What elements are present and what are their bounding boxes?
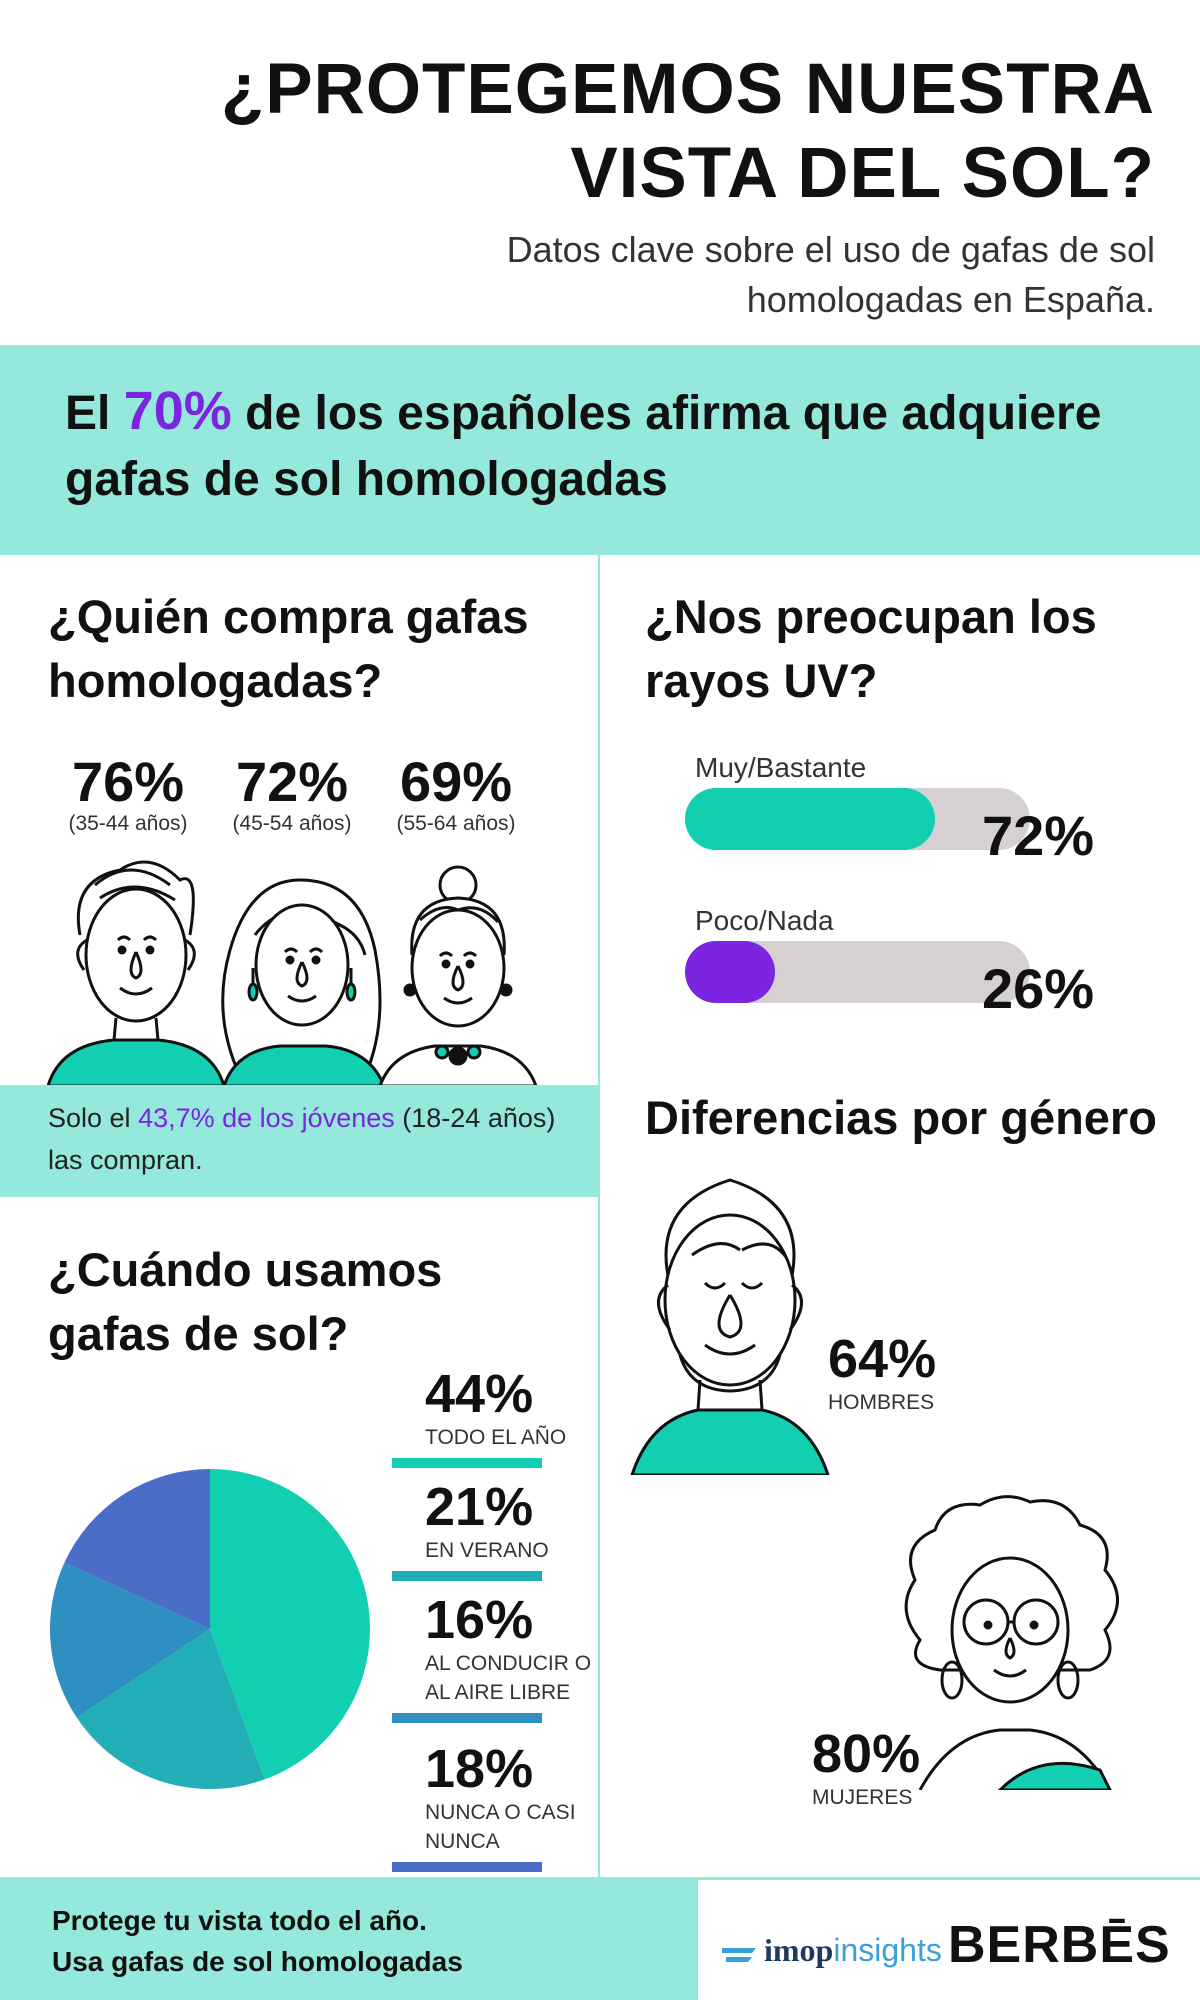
uv-heading-line-1: ¿Nos preocupan los: [645, 590, 1097, 643]
youth-stat-age: (18-24 años): [402, 1103, 556, 1133]
when-heading-line-1: ¿Cuándo usamos: [48, 1243, 443, 1296]
uv-heading: ¿Nos preocupan los rayos UV?: [645, 585, 1185, 713]
page-title: ¿PROTEGEMOS NUESTRA VISTA DEL SOL?: [155, 48, 1155, 216]
women-stat: 80% MUJERES: [812, 1725, 920, 1812]
pie-slice: [50, 1562, 211, 1718]
footer-band: [0, 1877, 698, 2000]
usage-stat-item: 16% AL CONDUCIR O AL AIRE LIBRE: [392, 1591, 602, 1723]
when-heading: ¿Cuándo usamos gafas de sol?: [48, 1238, 588, 1366]
who-buys-heading-line-1: ¿Quién compra gafas: [48, 590, 529, 643]
age-group-value: 69%: [399, 750, 513, 813]
usage-stat-value: 16%: [425, 1590, 534, 1650]
pie-slice: [64, 1469, 210, 1629]
age-group-value: 72%: [235, 750, 349, 813]
women-label: MUJERES: [812, 1786, 913, 1809]
youth-stat-prefix: Solo el: [48, 1103, 131, 1133]
usage-stat-item: 44% TODO EL AÑO: [392, 1365, 592, 1468]
uv-bar-value: 26%: [982, 957, 1095, 1020]
title-line-1: ¿PROTEGEMOS NUESTRA: [220, 50, 1155, 129]
usage-stat-item: 21% EN VERANO: [392, 1478, 592, 1581]
subtitle-line-2: homologadas en España.: [746, 279, 1155, 320]
hero-prefix: El: [65, 387, 111, 440]
uv-bar-label: Poco/Nada: [695, 905, 834, 936]
who-buys-heading-line-2: homologadas?: [48, 654, 383, 707]
when-heading-line-2: gafas de sol?: [48, 1307, 349, 1360]
page-subtitle: Datos clave sobre el uso de gafas de sol…: [395, 225, 1155, 325]
usage-stat-bar: [392, 1862, 542, 1872]
older-woman-face-icon: [378, 865, 538, 1086]
men-stat: 64% HOMBRES: [828, 1330, 936, 1417]
imop-logo-icon: [722, 1948, 756, 1962]
women-value: 80%: [812, 1724, 921, 1784]
berbes-logo: BERBĒS: [948, 1916, 1171, 1974]
usage-stat-bar: [392, 1458, 542, 1468]
title-line-2: VISTA DEL SOL?: [570, 134, 1155, 213]
hero-rest: de los españoles afirma que adquiere: [245, 387, 1102, 440]
usage-pie-chart: [50, 1469, 370, 1789]
age-group-stat: 69% (55-64 años): [376, 752, 536, 836]
column-divider: [598, 555, 600, 1877]
who-buys-heading: ¿Quién compra gafas homologadas?: [48, 585, 588, 713]
woman-face-icon: [221, 878, 386, 1086]
young-man-face-icon: [46, 860, 226, 1086]
gender-heading: Diferencias por género: [645, 1091, 1157, 1144]
footer-line-2: Usa gafas de sol homologadas: [52, 1946, 463, 1977]
men-label: HOMBRES: [828, 1391, 935, 1414]
usage-stat-label: NUNCA O CASI: [425, 1801, 576, 1824]
pie-slice: [76, 1629, 265, 1789]
usage-stat-label: AL CONDUCIR O: [425, 1652, 592, 1675]
youth-stat-highlight: 43,7% de los jóvenes: [138, 1103, 395, 1133]
youth-stat-line-2: las compran.: [48, 1145, 203, 1175]
subtitle-line-1: Datos clave sobre el uso de gafas de sol: [506, 229, 1155, 270]
usage-stat-bar: [392, 1571, 542, 1581]
uv-bar-fill: [685, 941, 775, 1003]
youth-stat-box: [0, 1085, 598, 1197]
hero-line-2: gafas de sol homologadas: [65, 453, 668, 506]
age-group-stat: 76% (35-44 años): [48, 752, 208, 836]
age-group-label: (55-64 años): [396, 812, 516, 835]
uv-bar-track: [685, 941, 1030, 1003]
footer-message: Protege tu vista todo el año. Usa gafas …: [52, 1900, 692, 1982]
age-group-value: 76%: [71, 750, 185, 813]
usage-stat-label: TODO EL AÑO: [425, 1426, 567, 1449]
age-group-stat: 72% (45-54 años): [212, 752, 372, 836]
hero-percent: 70%: [123, 381, 232, 441]
youth-stat-text: Solo el 43,7% de los jóvenes (18-24 años…: [48, 1097, 588, 1181]
footer-line-1: Protege tu vista todo el año.: [52, 1905, 427, 1936]
age-group-label: (45-54 años): [232, 812, 352, 835]
age-group-label: (35-44 años): [68, 812, 188, 835]
uv-bar-value: 72%: [982, 804, 1095, 867]
hero-statement: El 70% de los españoles afirma que adqui…: [65, 378, 1165, 513]
uv-bar-label: Muy/Bastante: [695, 752, 867, 783]
usage-stat-value: 44%: [425, 1364, 534, 1424]
usage-stat-label: EN VERANO: [425, 1539, 549, 1562]
hero-line-1: El 70% de los españoles afirma que adqui…: [65, 378, 1165, 447]
insights-logo-text: insights: [833, 1932, 942, 1968]
hero-band: [0, 345, 1200, 555]
usage-stat-item: 18% NUNCA O CASI NUNCA: [392, 1740, 592, 1872]
imop-logo-text: imop: [764, 1932, 834, 1968]
woman-curly-face-icon: [904, 1495, 1119, 1790]
uv-bar-fill: [685, 788, 935, 850]
man-face-icon: [630, 1178, 830, 1475]
usage-stat-label: NUNCA: [425, 1830, 500, 1853]
pie-slice: [210, 1469, 370, 1780]
usage-stat-label: AL AIRE LIBRE: [425, 1681, 571, 1704]
usage-stat-value: 21%: [425, 1477, 534, 1537]
men-value: 64%: [828, 1329, 937, 1389]
imop-logo: imopinsights: [764, 1932, 942, 1969]
usage-stat-value: 18%: [425, 1739, 534, 1799]
footer-divider: [0, 1877, 1200, 1880]
uv-heading-line-2: rayos UV?: [645, 654, 878, 707]
usage-stat-bar: [392, 1713, 542, 1723]
age-group-faces-illustration: [46, 860, 538, 1086]
uv-bar-track: [685, 788, 1030, 850]
